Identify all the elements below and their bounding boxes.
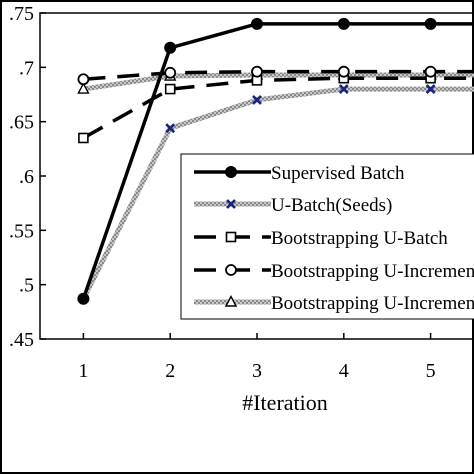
data-point xyxy=(78,132,89,144)
data-point xyxy=(251,65,263,78)
data-point xyxy=(77,82,90,94)
series-line xyxy=(82,76,474,140)
data-point xyxy=(225,231,237,243)
x-tick-label: 2 xyxy=(165,360,175,382)
data-point-stroke xyxy=(165,123,176,134)
legend-label: Supervised Batch xyxy=(271,163,405,184)
series-2 xyxy=(78,72,474,144)
legend-item: Bootstrapping U-Incremental xyxy=(194,261,474,282)
data-point xyxy=(251,17,263,30)
data-point xyxy=(224,294,238,307)
data-point-stroke xyxy=(252,95,262,105)
x-tick-label: 4 xyxy=(339,360,349,382)
series-3 xyxy=(77,65,474,86)
y-tick-label: .6 xyxy=(19,166,34,188)
x-tick-label: 5 xyxy=(426,360,436,382)
legend-label: U-Batch(Seeds) xyxy=(271,195,392,216)
data-point xyxy=(164,41,177,54)
legend-label: Bootstrapping U-Incremental xyxy=(271,293,474,314)
y-tick-label: .75 xyxy=(9,3,34,25)
y-tick-label: .55 xyxy=(9,220,34,242)
data-point xyxy=(164,83,176,95)
data-point-stroke xyxy=(226,199,236,209)
data-point-stroke xyxy=(425,84,436,94)
data-point xyxy=(77,292,90,305)
data-point xyxy=(225,166,237,178)
data-point xyxy=(425,84,436,94)
y-tick-label: .45 xyxy=(9,329,34,351)
series-line xyxy=(81,22,474,300)
x-tick-label: 1 xyxy=(78,360,88,382)
data-point xyxy=(424,17,437,30)
data-point-stroke xyxy=(338,84,349,94)
series-0 xyxy=(77,17,474,305)
legend-item: Bootstrapping U-Batch xyxy=(194,228,448,249)
series-line xyxy=(83,69,474,82)
legend-item: U-Batch(Seeds) xyxy=(194,195,392,216)
series-line xyxy=(81,86,474,300)
legend-item: Supervised Batch xyxy=(194,163,405,184)
data-point xyxy=(424,65,437,78)
x-tick-label: 3 xyxy=(252,360,262,382)
data-point xyxy=(252,95,262,105)
data-point xyxy=(337,65,350,78)
legend-label: Bootstrapping U-Batch xyxy=(271,228,448,249)
data-point xyxy=(165,123,176,134)
x-axis-title: #Iteration xyxy=(242,390,328,415)
legend-item: Bootstrapping U-Incremental xyxy=(194,293,474,314)
data-point xyxy=(225,264,237,276)
data-point xyxy=(226,199,236,209)
data-point xyxy=(164,66,177,79)
data-point xyxy=(338,84,349,94)
data-point xyxy=(77,73,90,86)
y-tick-label: .65 xyxy=(9,112,34,134)
data-point xyxy=(337,17,350,30)
y-tick-label: .5 xyxy=(19,275,34,297)
series-line xyxy=(83,72,474,92)
legend-label: Bootstrapping U-Incremental xyxy=(271,261,474,282)
y-tick-label: .7 xyxy=(19,57,34,79)
